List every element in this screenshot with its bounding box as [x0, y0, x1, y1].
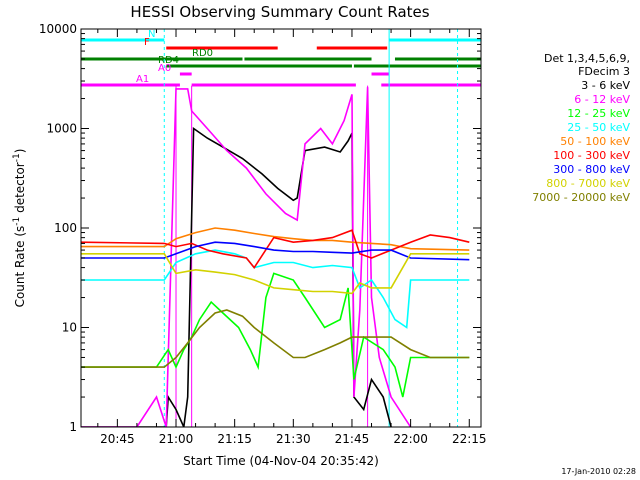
legend-label: 7000 - 20000 keV [532, 191, 630, 204]
flag-segment [394, 57, 481, 61]
flag-label: A1 [136, 74, 149, 85]
legend-header-text1: Det 1,3,4,5,6,9, [543, 52, 630, 65]
legend-label: 100 - 300 keV [553, 149, 630, 162]
y-tick-label: 1 [69, 420, 77, 434]
y-axis-label-part1: Count Rate (s [13, 226, 27, 308]
series-line [81, 229, 470, 269]
series-line [81, 126, 392, 427]
legend-item: 300 - 800 keV [480, 163, 630, 177]
series-line [81, 272, 470, 398]
flag-segment [244, 57, 372, 61]
series-line [81, 241, 470, 261]
legend-item: 100 - 300 keV [480, 149, 630, 163]
flag-label: RD0 [192, 48, 213, 59]
legend-item: 7000 - 20000 keV [480, 191, 630, 205]
x-tick-label: 21:00 [159, 432, 194, 446]
flag-label: N [148, 29, 155, 40]
y-tick-label: 1000 [46, 122, 77, 136]
flag-segment [81, 38, 165, 42]
flag-segment [316, 46, 388, 50]
x-tick-label: 21:30 [276, 432, 311, 446]
legend-header-line1: Det 1,3,4,5,6,9, [480, 52, 630, 66]
series-lines [81, 87, 470, 427]
y-tick-label: 10 [62, 321, 77, 335]
flag-segment [166, 46, 278, 50]
x-tick-label: 20:45 [100, 432, 135, 446]
x-tick-label: 22:00 [393, 432, 428, 446]
flag-segment [81, 57, 243, 61]
y-axis-label-sup1: -1 [12, 217, 22, 226]
legend-item: 12 - 25 keV [480, 107, 630, 121]
x-tick-label: 22:15 [452, 432, 487, 446]
legend-item: 50 - 100 keV [480, 135, 630, 149]
series-line [81, 87, 412, 427]
flag-label: RD4 [158, 55, 179, 66]
series-line [81, 227, 470, 251]
legend-item: 25 - 50 keV [480, 121, 630, 135]
flag-label: F [144, 37, 150, 48]
y-tick-label: 10000 [39, 22, 77, 36]
y-axis-label-sup2: -1 [12, 153, 22, 162]
legend-label: 3 - 6 keV [581, 79, 630, 92]
timestamp: 17-Jan-2010 02:28 [561, 467, 636, 476]
y-tick-label: 100 [54, 221, 77, 235]
flag-segment [389, 38, 481, 42]
y-axis-label: Count Rate (s-1 detector-1) [12, 149, 27, 308]
x-tick-label: 21:45 [335, 432, 370, 446]
series-line [81, 253, 470, 295]
legend-header-line2: FDecim 3 [480, 65, 630, 79]
flag-segment [179, 72, 192, 76]
legend-label: 50 - 100 keV [560, 135, 630, 148]
flag-label: A0 [158, 63, 171, 74]
flag-segment [353, 64, 481, 68]
chart-title: HESSI Observing Summary Count Rates [130, 3, 429, 21]
legend-label: 12 - 25 keV [567, 107, 630, 120]
legend-label: 300 - 800 keV [553, 163, 630, 176]
x-axis-label: Start Time (04-Nov-04 20:35:42) [183, 454, 379, 468]
flag-segment [166, 64, 352, 68]
legend-header-text2: FDecim 3 [578, 65, 630, 78]
legend-label: 800 - 7000 keV [546, 177, 630, 190]
legend-item: 800 - 7000 keV [480, 177, 630, 191]
flag-segment [381, 83, 481, 87]
flag-segment [371, 72, 390, 76]
legend-item: 6 - 12 keV [480, 93, 630, 107]
series-line [81, 309, 470, 368]
axis-ticks: 20:45 21:00 21:15 21:30 21:45 22:00 22:15 1 10 10… [39, 22, 487, 446]
x-tick-label: 21:15 [217, 432, 252, 446]
series-line [81, 249, 470, 329]
y-axis-label-part3: ) [13, 149, 27, 154]
y-axis-label-part2: detector [13, 162, 27, 217]
flag-segment [191, 83, 356, 87]
legend-label: 25 - 50 keV [567, 121, 630, 134]
legend-item: 3 - 6 keV [480, 79, 630, 93]
flag-segment [81, 83, 180, 87]
legend-label: 6 - 12 keV [574, 93, 630, 106]
